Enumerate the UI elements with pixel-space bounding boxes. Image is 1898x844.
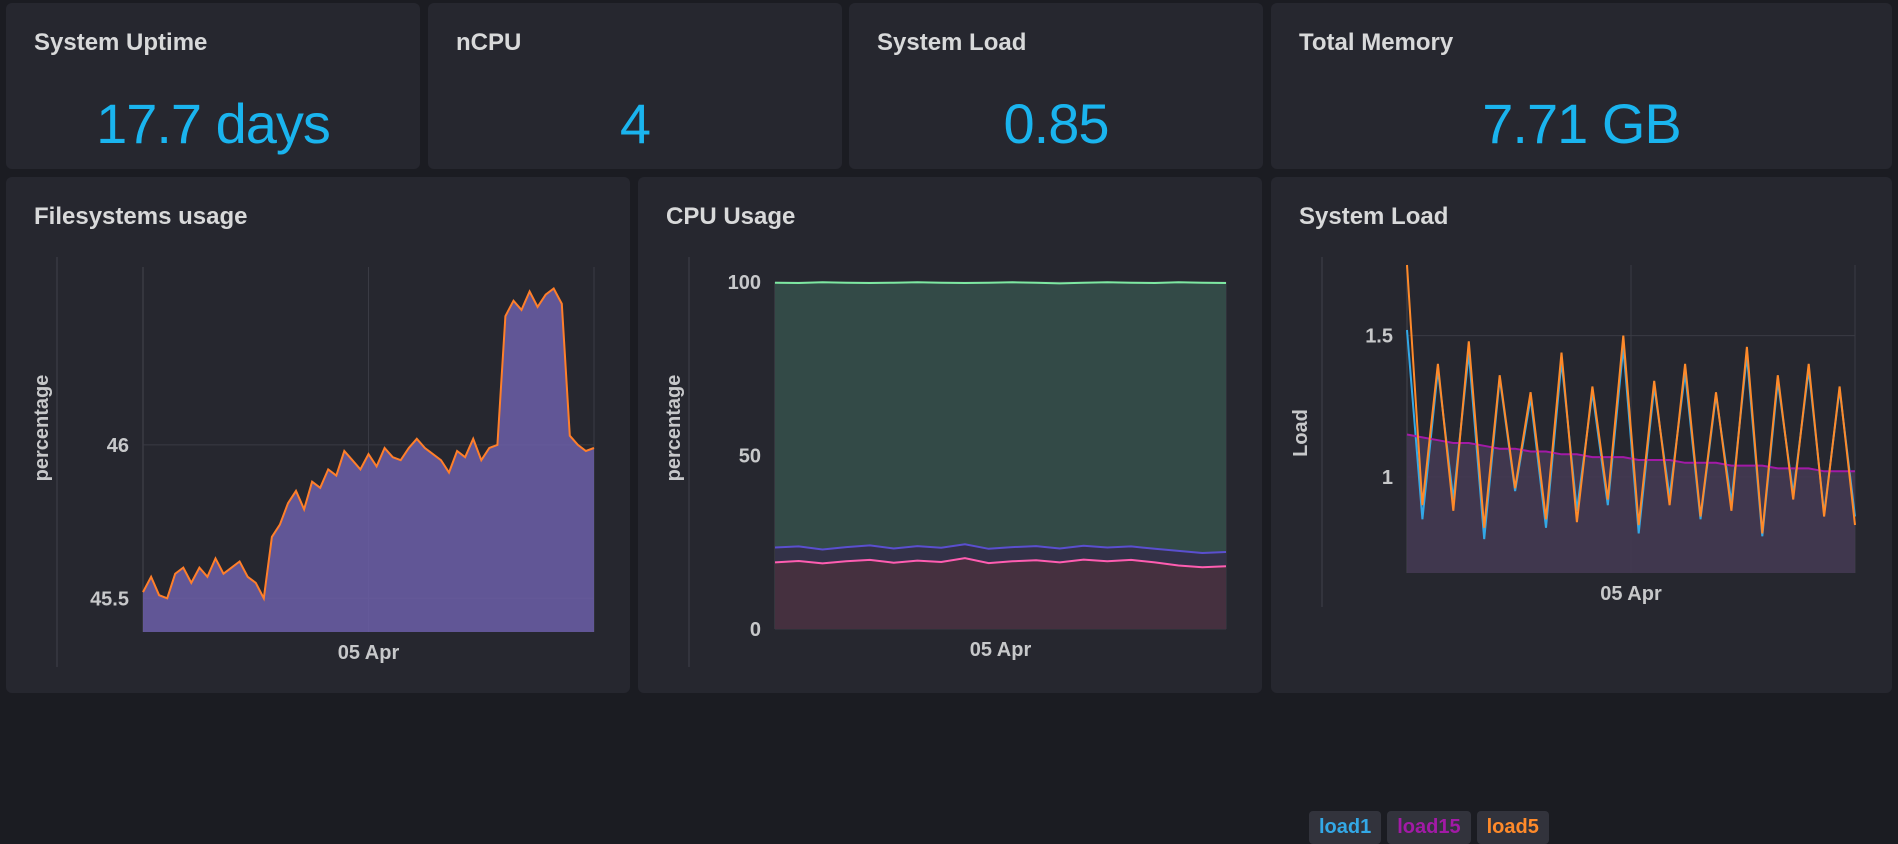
load15-line: [1406, 433, 1855, 473]
y-tick-label: 46: [107, 435, 129, 457]
panel-title: CPU Usage: [666, 203, 796, 230]
stat-panel-system-load[interactable]: System Load 0.85: [849, 3, 1263, 169]
y-tick-label: 50: [739, 446, 761, 468]
y-axis-label: Load: [1290, 409, 1312, 457]
load5-line: [1406, 264, 1856, 534]
cpu-chart[interactable]: percentage 0 50 100 05 Apr: [638, 177, 1262, 693]
chart-panel-filesystems[interactable]: Filesystems usage percentage 45.5 46 05 Ap…: [6, 177, 630, 693]
cpu-system-line: [774, 557, 1227, 569]
stat-value: 17.7 days: [96, 92, 331, 155]
y-axis-label: percentage: [31, 375, 53, 482]
cpu-system-area: [775, 558, 1226, 629]
load-chart[interactable]: Load 1 1.5 05 Apr: [1271, 177, 1892, 693]
panel-title: System Load: [877, 29, 1027, 56]
y-tick-label: 45.5: [90, 588, 129, 610]
x-tick-label: 05 Apr: [1600, 583, 1662, 605]
stat-panel-uptime[interactable]: System Uptime 17.7 days: [6, 3, 420, 169]
stat-value: 4: [619, 92, 651, 155]
chart-panel-cpu[interactable]: CPU Usage percentage 0 50 100 05 Apr: [638, 177, 1262, 693]
chart-legend: load1 load15 load5: [1309, 811, 1549, 844]
filesystems-chart[interactable]: percentage 45.5 46 05 Apr: [6, 177, 630, 693]
y-tick-label: 0: [750, 619, 761, 641]
panel-title: Total Memory: [1299, 29, 1454, 56]
x-tick-label: 05 Apr: [338, 642, 400, 664]
stat-value: 0.85: [1003, 92, 1110, 155]
cpu-total-line: [774, 281, 1227, 285]
stat-value: 7.71 GB: [1482, 92, 1681, 155]
cpu-user-line: [774, 543, 1227, 555]
x-tick-label: 05 Apr: [970, 639, 1032, 661]
legend-item-load5[interactable]: load5: [1476, 811, 1549, 844]
cpu-total-area: [775, 282, 1226, 629]
panel-title: Filesystems usage: [34, 203, 248, 230]
legend-item-load15[interactable]: load15: [1387, 811, 1471, 844]
y-tick-label: 1: [1382, 467, 1393, 489]
chart-panel-system-load[interactable]: System Load Load 1 1.5 05 Apr load1 load15…: [1271, 177, 1892, 844]
filesystem-usage-line: [142, 286, 595, 602]
y-tick-label: 1.5: [1365, 326, 1393, 348]
filesystem-usage-area: [143, 288, 594, 632]
stat-panel-ncpu[interactable]: nCPU 4: [428, 3, 842, 169]
panel-title: nCPU: [456, 29, 522, 56]
legend-item-load1[interactable]: load1: [1309, 811, 1382, 844]
panel-title: System Load: [1299, 203, 1449, 230]
panel-title: System Uptime: [34, 29, 208, 56]
y-tick-label: 100: [728, 272, 761, 294]
y-axis-label: percentage: [663, 375, 685, 482]
stat-panel-total-memory[interactable]: Total Memory 7.71 GB: [1271, 3, 1892, 169]
